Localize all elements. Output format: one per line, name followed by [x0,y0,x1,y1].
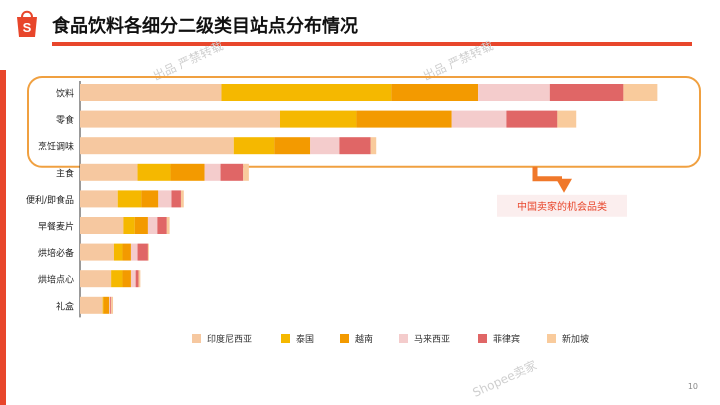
bar-segment [117,190,142,208]
callout-text: 中国卖家的机会品类 [517,200,607,213]
bar-segment [80,190,118,208]
legend-label: 新加坡 [562,333,589,345]
legend-swatch [399,334,408,343]
category-label: 饮料 [56,88,74,100]
bar-segment [451,110,507,128]
bar-segment [122,243,131,261]
legend-label: 菲律宾 [493,333,520,345]
bar-segment [166,217,170,234]
bar-segment [80,84,222,101]
bar-segment [141,190,159,208]
legend-swatch [340,334,349,343]
bar-segment [356,110,452,128]
bar-segment [102,296,104,314]
category-label: 烘培必备 [38,247,74,259]
bar-segment [110,296,112,314]
bar-segment [137,163,171,181]
highlight-box [27,76,701,168]
bar-segment [80,137,234,155]
left-accent-bar [0,70,6,405]
legend-label: 泰国 [296,333,314,345]
svg-text:S: S [23,20,32,35]
category-label: 零食 [56,114,74,126]
bar-segment [137,243,148,261]
bar-segment [158,190,172,208]
bar-segment [220,163,244,181]
bar-segment [370,137,377,155]
bar-segment [557,110,577,128]
bar-segment [339,137,371,155]
category-label: 烘培点心 [38,274,74,286]
bar-segment [233,137,275,155]
legend-swatch [547,334,556,343]
bar-segment [171,190,181,208]
bar-segment [103,296,110,314]
bar-segment [80,270,112,288]
bar-segment [549,84,624,101]
bar-segment [243,163,249,181]
category-label: 早餐麦片 [38,221,74,233]
callout-arrow-head [556,178,572,193]
bar-segment [80,217,124,234]
bar-segment [506,110,558,128]
bar-segment [80,296,103,314]
bar-segment [147,243,149,261]
bar-segment [170,163,205,181]
bar-segment [135,270,139,288]
legend-label: 马来西亚 [414,334,450,345]
legend-label: 印度尼西亚 [207,333,252,345]
callout-box [497,194,627,217]
legend-swatch [478,334,487,343]
bar-segment [180,190,184,208]
bar-segment [113,243,123,261]
legend-swatch [192,334,201,343]
bar-segment [157,217,167,234]
bar-segment [130,270,136,288]
bar-segment [111,270,123,288]
bar-segment [130,243,138,261]
bar-segment [391,84,479,101]
bar-segment [478,84,550,101]
bar-segment [109,296,111,314]
title-underline [52,42,692,46]
bar-segment [623,84,658,101]
bar-segment [280,110,357,128]
bar-segment [204,163,221,181]
bar-segment [138,270,141,288]
legend-swatch [281,334,290,343]
category-label: 烹饪调味 [38,141,74,153]
bar-segment [122,270,131,288]
bar-segment [123,217,135,234]
bar-segment [147,217,158,234]
bar-segment [111,296,114,314]
bar-segment [274,137,311,155]
category-label: 便利/即食品 [26,194,74,206]
category-label: 礼盒 [56,300,74,312]
bar-segment [80,110,281,128]
bar-segment [221,84,392,101]
bar-segment [310,137,340,155]
category-label: 主食 [56,167,74,179]
bar-segment [80,243,114,261]
bar-segment [80,163,138,181]
page-title: 食品饮料各细分二级类目站点分布情况 [52,16,358,37]
legend-label: 越南 [355,333,373,345]
callout-arrow [532,166,562,182]
shopee-bag-icon: S [17,10,37,37]
bar-segment [134,217,148,234]
page-number: 10 [687,382,698,391]
